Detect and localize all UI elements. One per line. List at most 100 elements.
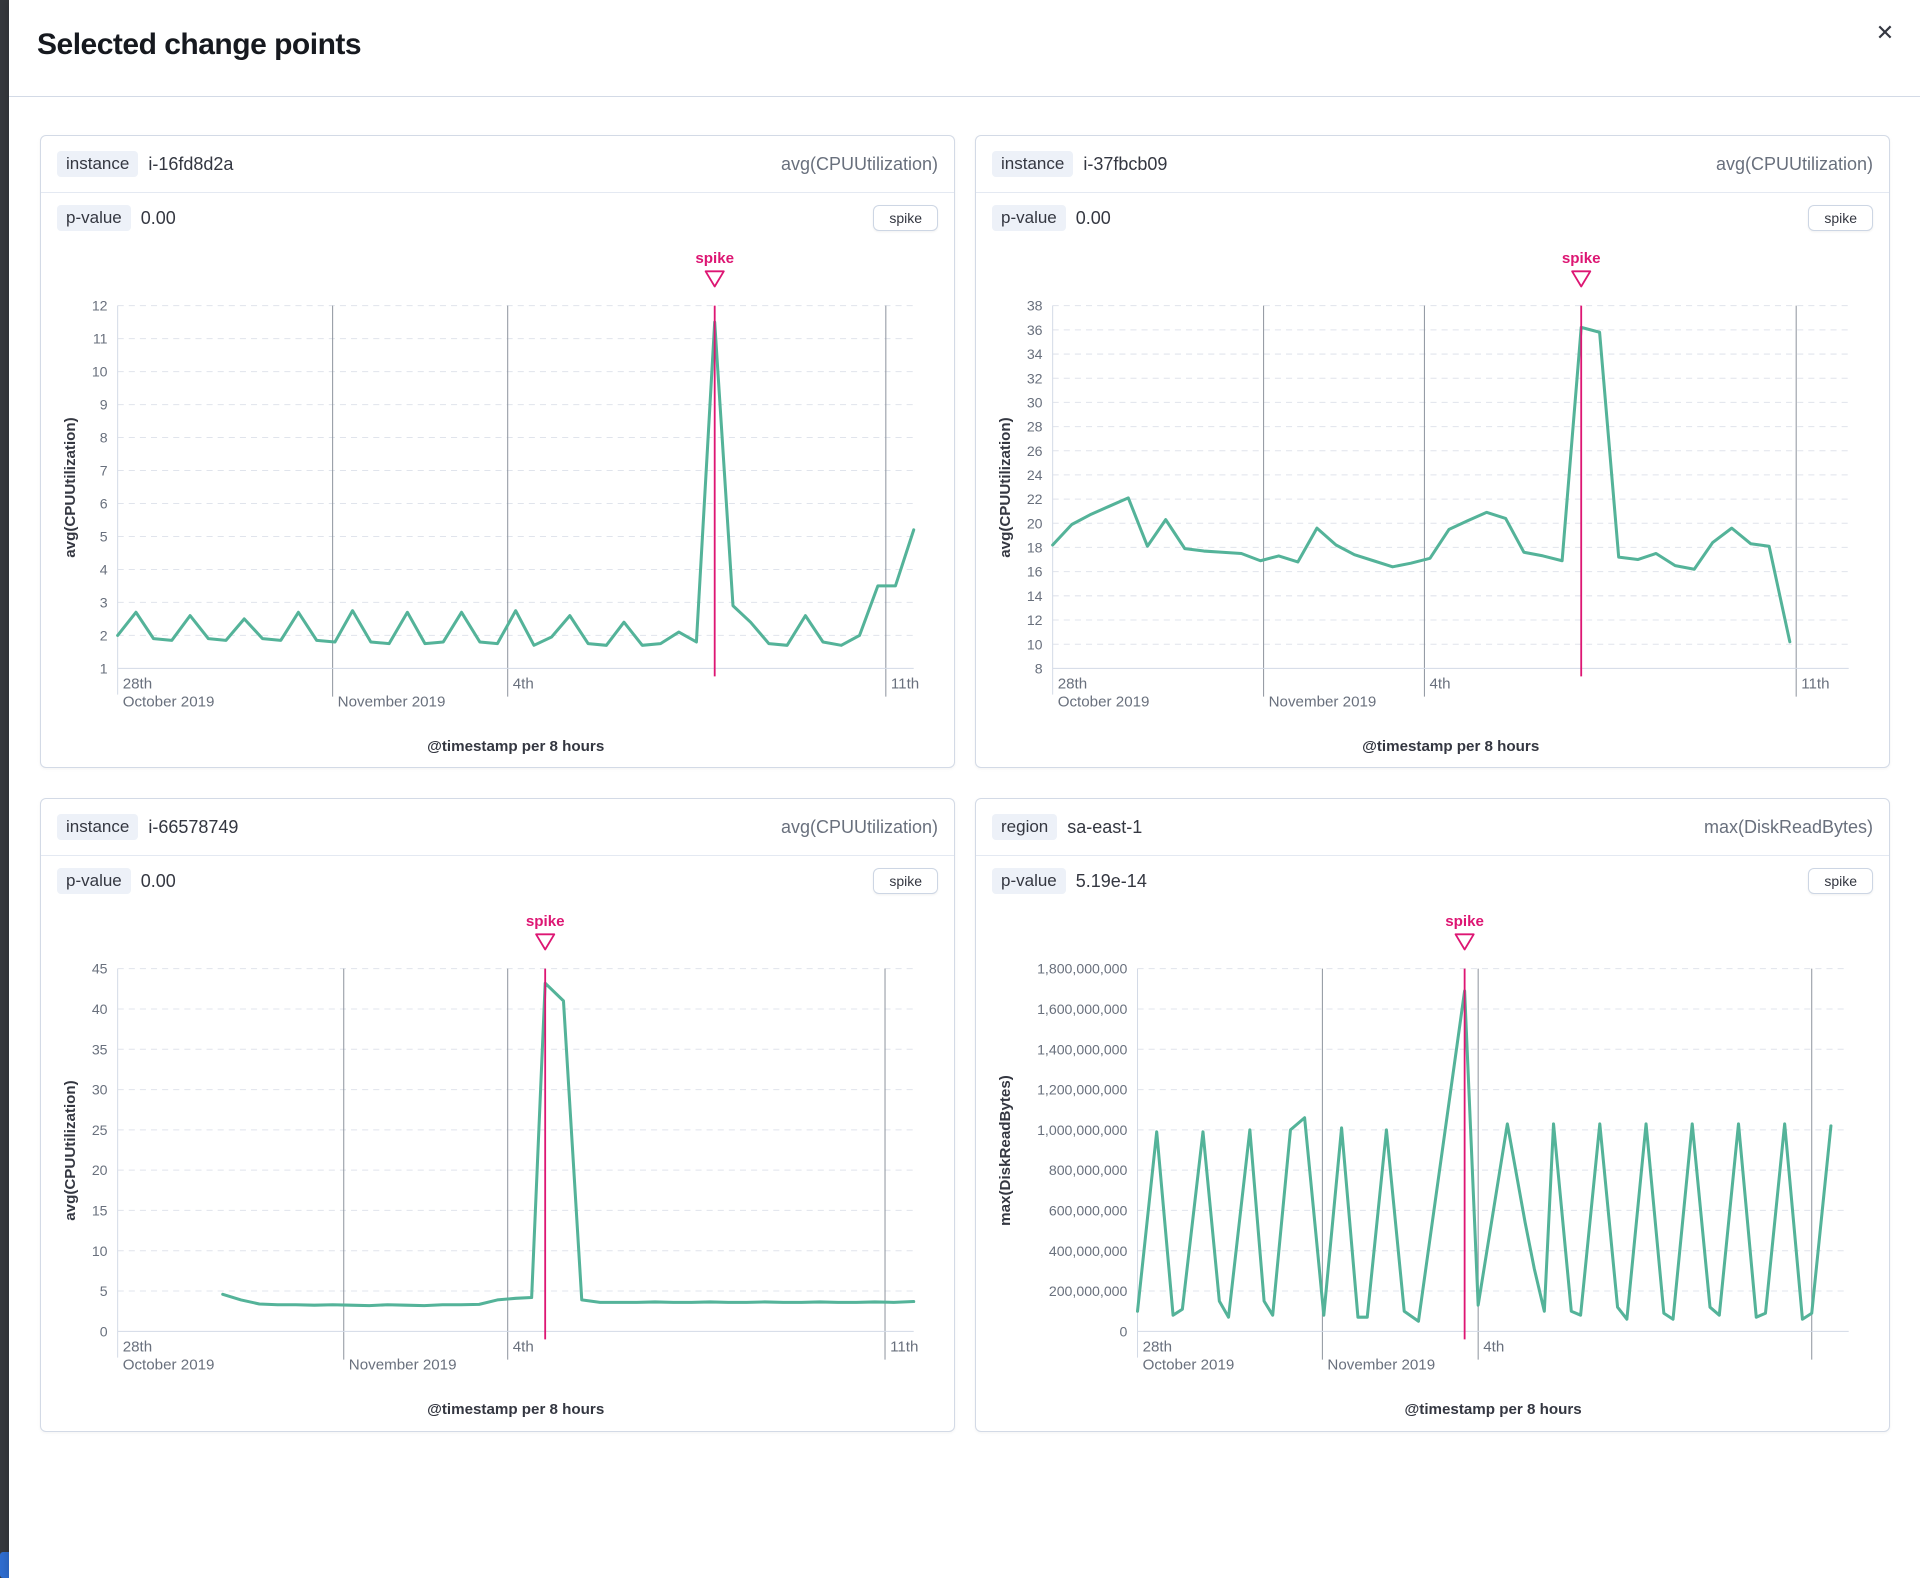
svg-text:24: 24	[1027, 467, 1043, 483]
flyout-header: Selected change points ✕	[9, 0, 1920, 97]
close-icon[interactable]: ✕	[1868, 16, 1902, 50]
svg-text:11th: 11th	[891, 676, 919, 693]
svg-text:October 2019: October 2019	[1143, 1357, 1235, 1374]
field-value: sa-east-1	[1067, 816, 1143, 837]
svg-text:4th: 4th	[513, 676, 534, 693]
svg-text:spike: spike	[526, 914, 565, 931]
p-value: 0.00	[140, 870, 176, 891]
svg-text:38: 38	[1027, 298, 1043, 314]
svg-text:12: 12	[1027, 612, 1043, 628]
background-app-strip	[0, 0, 9, 1578]
svg-text:8: 8	[100, 430, 108, 446]
svg-text:40: 40	[92, 1001, 108, 1017]
svg-text:28th: 28th	[1143, 1339, 1172, 1356]
panel-header: instance i-66578749 avg(CPUUtilization)	[41, 799, 954, 857]
svg-text:400,000,000: 400,000,000	[1049, 1243, 1128, 1259]
svg-text:7: 7	[100, 463, 108, 479]
change-point-panel: instance i-37fbcb09 avg(CPUUtilization) …	[975, 135, 1890, 769]
change-type-button[interactable]: spike	[873, 205, 938, 231]
change-type-button[interactable]: spike	[1808, 868, 1873, 895]
svg-text:3: 3	[100, 594, 108, 610]
p-value: 0.00	[1075, 207, 1111, 228]
svg-text:October 2019: October 2019	[123, 1357, 215, 1374]
svg-text:11th: 11th	[890, 1339, 918, 1356]
svg-text:1,800,000,000: 1,800,000,000	[1037, 961, 1127, 977]
panel-header: region sa-east-1 max(DiskReadBytes)	[976, 799, 1889, 857]
change-type-button[interactable]: spike	[1808, 205, 1873, 231]
metric-label: max(DiskReadBytes)	[1703, 816, 1873, 837]
svg-text:November 2019: November 2019	[349, 1357, 457, 1374]
field-value: i-66578749	[148, 816, 239, 837]
change-point-panel: instance i-16fd8d2a avg(CPUUtilization) …	[40, 135, 955, 769]
svg-text:spike: spike	[1562, 250, 1601, 267]
svg-text:4th: 4th	[513, 1339, 534, 1356]
field-name-badge: instance	[992, 151, 1074, 177]
svg-text:20: 20	[92, 1162, 108, 1178]
p-value-badge: p-value	[57, 205, 131, 231]
svg-text:@timestamp per 8 hours: @timestamp per 8 hours	[427, 1401, 604, 1418]
panels-grid: instance i-16fd8d2a avg(CPUUtilization) …	[40, 135, 1890, 1432]
p-value-badge: p-value	[992, 205, 1066, 231]
field-value: i-16fd8d2a	[148, 153, 234, 174]
svg-text:10: 10	[92, 364, 108, 380]
svg-text:5: 5	[100, 529, 108, 545]
svg-text:28th: 28th	[1058, 676, 1087, 693]
svg-text:October 2019: October 2019	[1058, 694, 1150, 711]
svg-text:November 2019: November 2019	[1269, 694, 1377, 711]
svg-text:8: 8	[1035, 660, 1043, 676]
svg-text:@timestamp per 8 hours: @timestamp per 8 hours	[1362, 738, 1539, 755]
chart-area: 28th October 2019 November 2019 4th 11th 8 10 1…	[976, 233, 1889, 767]
svg-text:26: 26	[1027, 443, 1043, 459]
svg-text:32: 32	[1027, 370, 1043, 386]
svg-text:28th: 28th	[123, 676, 152, 693]
panel-header: instance i-37fbcb09 avg(CPUUtilization)	[976, 136, 1889, 193]
svg-text:1,000,000,000: 1,000,000,000	[1037, 1122, 1127, 1138]
svg-text:1,600,000,000: 1,600,000,000	[1037, 1001, 1127, 1017]
svg-text:600,000,000: 600,000,000	[1049, 1203, 1128, 1219]
panel-subheader: p-value 0.00 spike	[41, 856, 954, 896]
svg-text:45: 45	[92, 961, 108, 977]
svg-text:28th: 28th	[123, 1339, 152, 1356]
svg-text:12: 12	[92, 298, 108, 314]
field-name-badge: instance	[57, 814, 139, 841]
svg-text:36: 36	[1027, 322, 1043, 338]
svg-text:avg(CPUUtilization): avg(CPUUtilization)	[62, 1081, 79, 1221]
change-type-button[interactable]: spike	[873, 868, 938, 895]
p-value-badge: p-value	[992, 868, 1066, 895]
svg-text:@timestamp per 8 hours: @timestamp per 8 hours	[1405, 1401, 1582, 1418]
p-value: 5.19e-14	[1075, 870, 1147, 891]
svg-text:5: 5	[100, 1283, 108, 1299]
svg-text:max(DiskReadBytes): max(DiskReadBytes)	[997, 1075, 1014, 1226]
svg-text:22: 22	[1027, 491, 1043, 507]
p-value: 0.00	[140, 207, 176, 228]
p-value-badge: p-value	[57, 868, 131, 895]
svg-text:30: 30	[1027, 394, 1043, 410]
svg-text:1,200,000,000: 1,200,000,000	[1037, 1082, 1127, 1098]
svg-text:November 2019: November 2019	[1327, 1357, 1435, 1374]
svg-text:October 2019: October 2019	[123, 694, 215, 711]
chart-area: 28th October 2019 November 2019 4th 0 200,000…	[976, 896, 1889, 1430]
svg-text:0: 0	[100, 1324, 108, 1340]
svg-text:35: 35	[92, 1042, 108, 1058]
svg-text:4: 4	[100, 561, 108, 577]
svg-text:28: 28	[1027, 419, 1043, 435]
svg-text:10: 10	[1027, 636, 1043, 652]
metric-label: avg(CPUUtilization)	[1715, 153, 1873, 174]
svg-text:9: 9	[100, 397, 108, 413]
field-value: i-37fbcb09	[1083, 153, 1168, 174]
svg-text:4th: 4th	[1429, 676, 1450, 693]
chart-area: 28th October 2019 November 2019 4th 11th 1 2 3 4…	[41, 233, 954, 767]
panel-header: instance i-16fd8d2a avg(CPUUtilization)	[41, 136, 954, 193]
svg-text:avg(CPUUtilization): avg(CPUUtilization)	[997, 417, 1014, 557]
change-point-panel: instance i-66578749 avg(CPUUtilization) …	[40, 798, 955, 1432]
svg-text:November 2019: November 2019	[338, 694, 446, 711]
svg-text:avg(CPUUtilization): avg(CPUUtilization)	[62, 417, 79, 557]
svg-text:18: 18	[1027, 539, 1043, 555]
svg-text:16: 16	[1027, 564, 1043, 580]
svg-text:20: 20	[1027, 515, 1043, 531]
panel-subheader: p-value 0.00 spike	[976, 193, 1889, 233]
